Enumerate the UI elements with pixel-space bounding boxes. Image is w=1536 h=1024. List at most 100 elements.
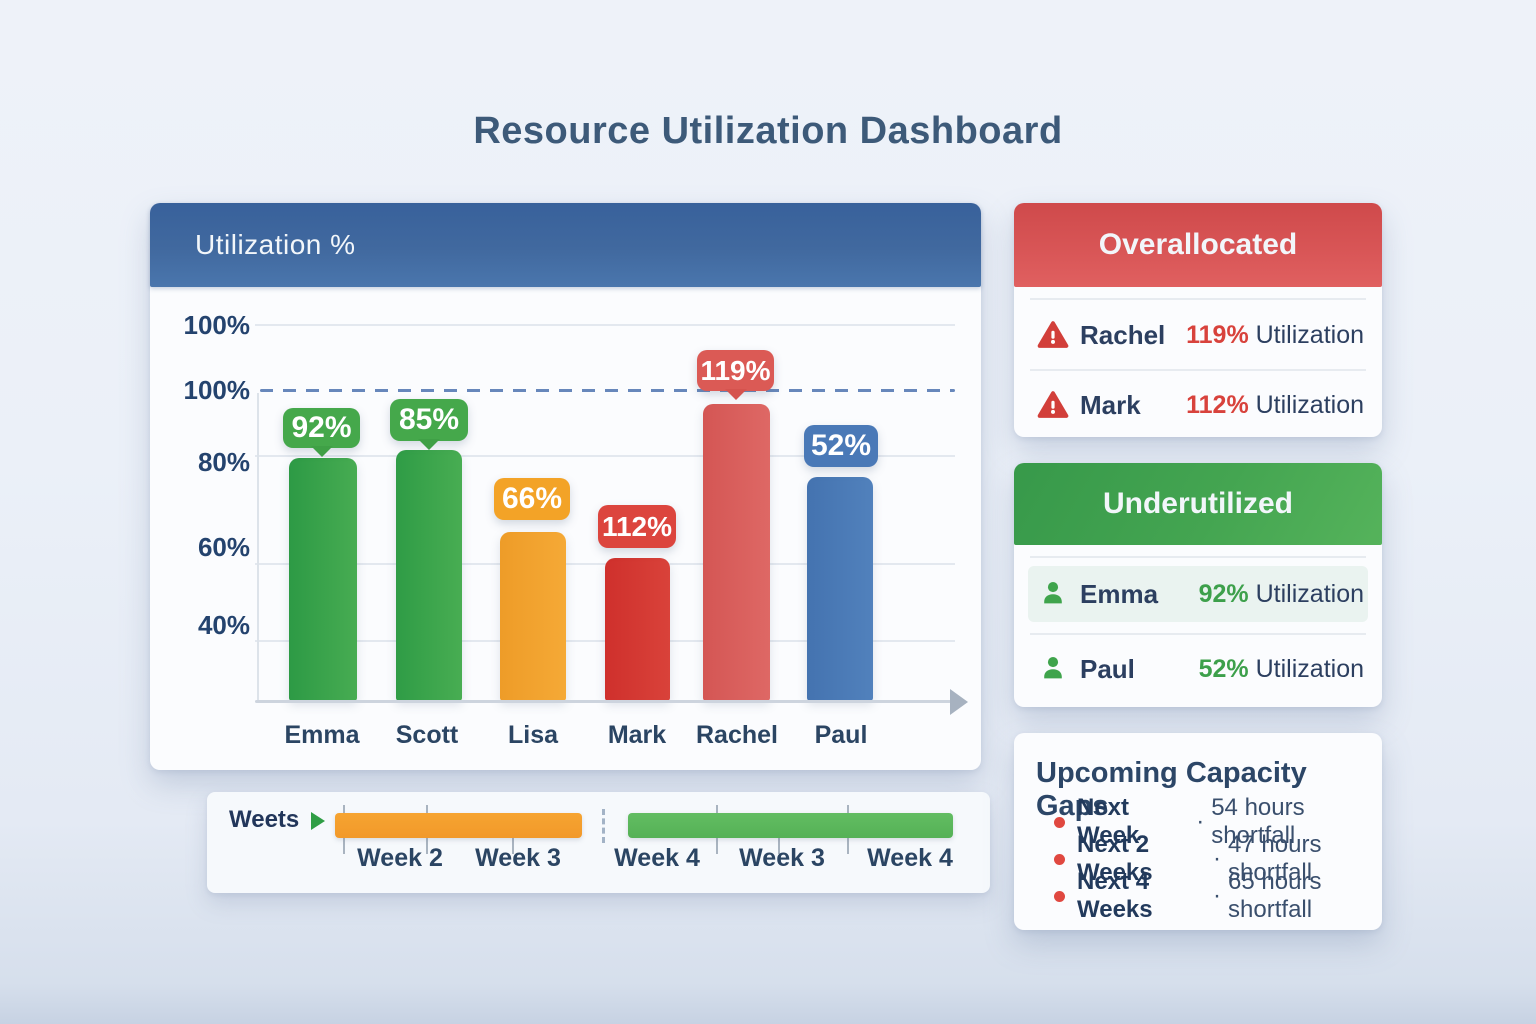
y-tick-label: 100%	[183, 310, 251, 340]
week-label: Week 4	[867, 844, 953, 872]
bar-rachel[interactable]	[703, 404, 770, 701]
bullet-dot-icon	[1054, 890, 1065, 902]
utilization-chart-panel: Utilization % 100% 100% 80% 60% 40% 92% …	[150, 203, 981, 770]
warning-icon	[1037, 321, 1069, 348]
person-name: Rachel	[1080, 319, 1166, 350]
bar-scott[interactable]	[396, 450, 462, 701]
week-label: Week 2	[357, 844, 443, 872]
person-name: Emma	[1080, 578, 1159, 609]
page-title: Resource Utilization Dashboard	[473, 110, 1063, 152]
bar-paul[interactable]	[807, 477, 873, 701]
bubble-pointer	[310, 446, 333, 457]
value-label-mark: 112%	[598, 505, 676, 548]
timeline-divider	[602, 809, 605, 843]
chart-header: Utilization %	[150, 203, 981, 287]
play-icon[interactable]	[311, 812, 325, 830]
overallocated-row-mark[interactable]: Mark 112% Utilization	[1028, 377, 1368, 433]
bar-mark[interactable]	[605, 558, 670, 701]
capacity-gaps-panel: Upcoming Capacity Gaps Next Week · 54 ho…	[1014, 733, 1382, 930]
x-label-emma: Emma	[284, 721, 360, 749]
underutilized-row-emma[interactable]: Emma 92% Utilization	[1028, 566, 1368, 622]
gridline	[255, 324, 955, 326]
week-label: Week 3	[475, 844, 561, 872]
bullet-dot-icon	[1054, 816, 1065, 828]
bullet-dot-icon	[1054, 853, 1065, 865]
capacity-gap-row[interactable]: Next 2 Weeks · 47 hours shortfall	[1054, 831, 1382, 886]
row-divider	[1030, 556, 1366, 558]
value-text: 66%	[501, 482, 563, 515]
capacity-gap-row[interactable]: Next 4 Weeks · 65 hours shortfall	[1054, 868, 1382, 923]
utilization-label: Utilization	[1255, 320, 1364, 349]
bubble-pointer	[724, 389, 747, 400]
y-tick-label: 60%	[197, 532, 250, 562]
bubble-pointer	[418, 439, 440, 450]
gap-detail: 65 hours shortfall	[1228, 868, 1322, 923]
overallocated-panel: Overallocated Rachel 119% Utilization Ma…	[1014, 203, 1382, 437]
capacity-gaps-title: Upcoming Capacity Gaps	[1036, 757, 1307, 822]
y-tick-label: 40%	[197, 610, 250, 640]
value-text: 92%	[291, 411, 352, 444]
overallocated-row-rachel[interactable]: Rachel 119% Utilization	[1028, 307, 1368, 363]
timeline-tick	[512, 838, 514, 854]
person-name: Mark	[1080, 389, 1141, 420]
x-label-lisa: Lisa	[507, 721, 559, 749]
utilization-label: Utilization	[1255, 579, 1364, 608]
utilization-value: 92%	[1198, 579, 1249, 608]
y-tick-label: 100%	[183, 375, 251, 405]
timeline-label: Weets	[229, 806, 300, 833]
y-tick-label: 80%	[197, 447, 250, 477]
gridline	[255, 455, 955, 457]
week-label: Week 3	[739, 844, 825, 872]
utilization-value: 112%	[1186, 390, 1249, 419]
value-label-paul: 52%	[804, 425, 878, 467]
user-icon	[1044, 582, 1062, 604]
timeline-tick	[778, 838, 780, 854]
x-axis-line	[255, 700, 957, 703]
timeline-segment-orange[interactable]	[335, 813, 582, 838]
row-divider	[1030, 298, 1366, 300]
value-text: 119%	[700, 354, 771, 386]
capacity-reference-line	[260, 389, 955, 392]
gap-separator: ·	[1196, 808, 1205, 835]
chart-title: Utilization %	[195, 229, 356, 260]
underutilized-title: Underutilized	[1102, 487, 1293, 520]
bar-emma[interactable]	[289, 458, 357, 701]
value-text: 112%	[601, 510, 673, 542]
value-label-scott: 85%	[390, 399, 468, 450]
gap-separator: ·	[1213, 882, 1222, 909]
capacity-gap-row[interactable]: Next Week · 54 hours shortfall	[1054, 794, 1382, 849]
value-label-lisa: 66%	[494, 478, 570, 520]
overallocated-title: Overallocated	[1098, 228, 1298, 261]
x-label-scott: Scott	[395, 721, 459, 749]
utilization-label: Utilization	[1255, 654, 1364, 683]
gap-detail: 47 hours shortfall	[1228, 831, 1322, 886]
value-label-emma: 92%	[283, 408, 360, 457]
gap-separator: ·	[1213, 845, 1222, 872]
underutilized-row-paul[interactable]: Paul 52% Utilization	[1028, 641, 1368, 697]
underutilized-panel: Underutilized Emma 92% Utilization Paul …	[1014, 463, 1382, 707]
x-label-paul: Paul	[814, 721, 868, 749]
underutilized-header: Underutilized	[1014, 463, 1382, 545]
value-text: 85%	[398, 403, 460, 436]
y-axis-line	[257, 393, 259, 701]
gap-detail: 54 hours shortfall	[1211, 794, 1305, 849]
gap-period: Next Week	[1077, 794, 1140, 849]
utilization-value: 52%	[1198, 654, 1249, 683]
user-icon	[1044, 657, 1062, 679]
person-name: Paul	[1080, 653, 1135, 684]
timeline-segment-green[interactable]	[628, 813, 953, 838]
row-divider	[1030, 369, 1366, 371]
value-label-rachel: 119%	[697, 350, 774, 400]
gap-period: Next 4 Weeks	[1077, 868, 1153, 923]
x-label-rachel: Rachel	[696, 721, 778, 749]
bar-lisa[interactable]	[500, 532, 566, 701]
warning-icon	[1037, 391, 1069, 418]
weeks-timeline-panel: Weets Week 2 Week 3 Week 4 Week 3 Week 4	[207, 792, 990, 893]
row-divider	[1030, 633, 1366, 635]
utilization-value: 119%	[1186, 320, 1249, 349]
gap-period: Next 2 Weeks	[1077, 831, 1153, 886]
overallocated-header: Overallocated	[1014, 203, 1382, 287]
utilization-label: Utilization	[1255, 390, 1364, 419]
week-label: Week 4	[614, 844, 700, 872]
value-text: 52%	[810, 429, 872, 462]
